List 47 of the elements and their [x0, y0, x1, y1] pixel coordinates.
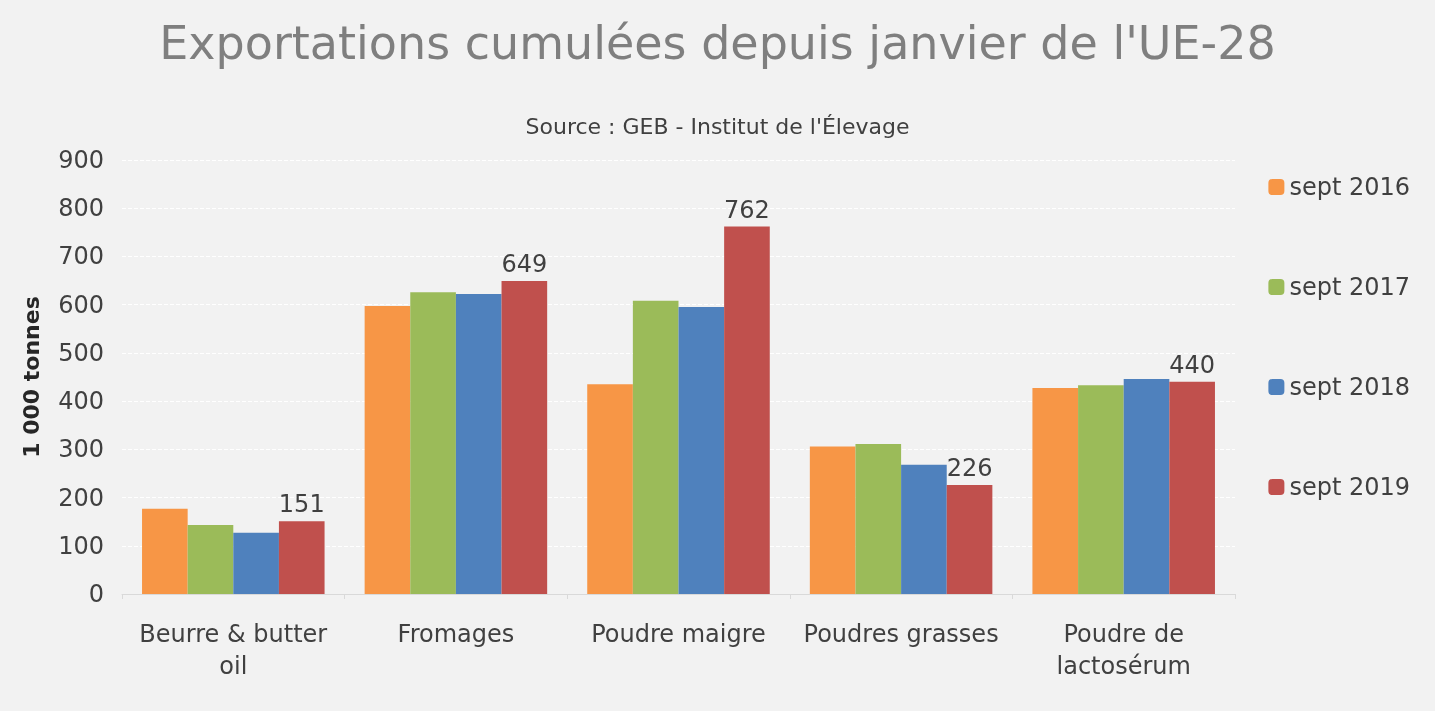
bar: [587, 384, 633, 594]
bar: [233, 532, 279, 594]
x-tick-label: Beurre & butter oil: [139, 620, 328, 680]
bar: [809, 446, 856, 594]
data-label: 649: [501, 250, 548, 279]
bar: [364, 306, 411, 594]
legend-label: sept 2019: [1289, 473, 1410, 501]
y-tick-label: 500: [58, 338, 104, 367]
x-tick-label: Poudre maigre: [591, 620, 766, 648]
data-label: 151: [278, 490, 325, 519]
y-tick-label: 300: [58, 435, 104, 464]
bar: [855, 444, 902, 594]
legend-label: sept 2016: [1289, 173, 1410, 201]
bar: [901, 464, 947, 594]
bar: [724, 226, 770, 594]
chart-subtitle: Source : GEB - Institut de l'Élevage: [525, 113, 910, 139]
bar: [278, 521, 325, 594]
x-tick-label: Poudres grasses: [803, 620, 999, 648]
bar: [946, 485, 993, 594]
legend-label: sept 2018: [1289, 373, 1410, 401]
legend-label: sept 2017: [1289, 273, 1410, 301]
bar: [1078, 385, 1124, 594]
bar: [455, 294, 502, 594]
bar: [142, 508, 188, 594]
bar: [501, 281, 548, 594]
y-axis-title: 1 000 tonnes: [18, 296, 44, 458]
y-tick-label: 600: [58, 290, 104, 319]
y-tick-label: 400: [58, 387, 104, 416]
bar: [187, 525, 234, 594]
y-tick-label: 800: [58, 194, 104, 223]
y-tick-label: 700: [58, 242, 104, 271]
data-label: 226: [946, 454, 993, 483]
y-tick-label: 900: [58, 146, 104, 174]
bar: [678, 307, 725, 594]
chart-title: Exportations cumulées depuis janvier de l'UE-28: [159, 16, 1276, 70]
bar: [632, 300, 679, 594]
y-tick-label: 200: [58, 483, 104, 512]
data-label: 440: [1169, 350, 1216, 379]
bar: [410, 292, 456, 594]
bar: [1169, 381, 1215, 594]
y-tick-label: 100: [58, 531, 104, 560]
y-tick-label: 0: [88, 580, 104, 608]
bar: [1032, 388, 1079, 594]
x-tick-label: Fromages: [397, 620, 515, 648]
data-label: 762: [724, 195, 770, 224]
bar: [1123, 378, 1170, 594]
x-tick-label: Poudre de lactosérum: [1056, 620, 1191, 680]
